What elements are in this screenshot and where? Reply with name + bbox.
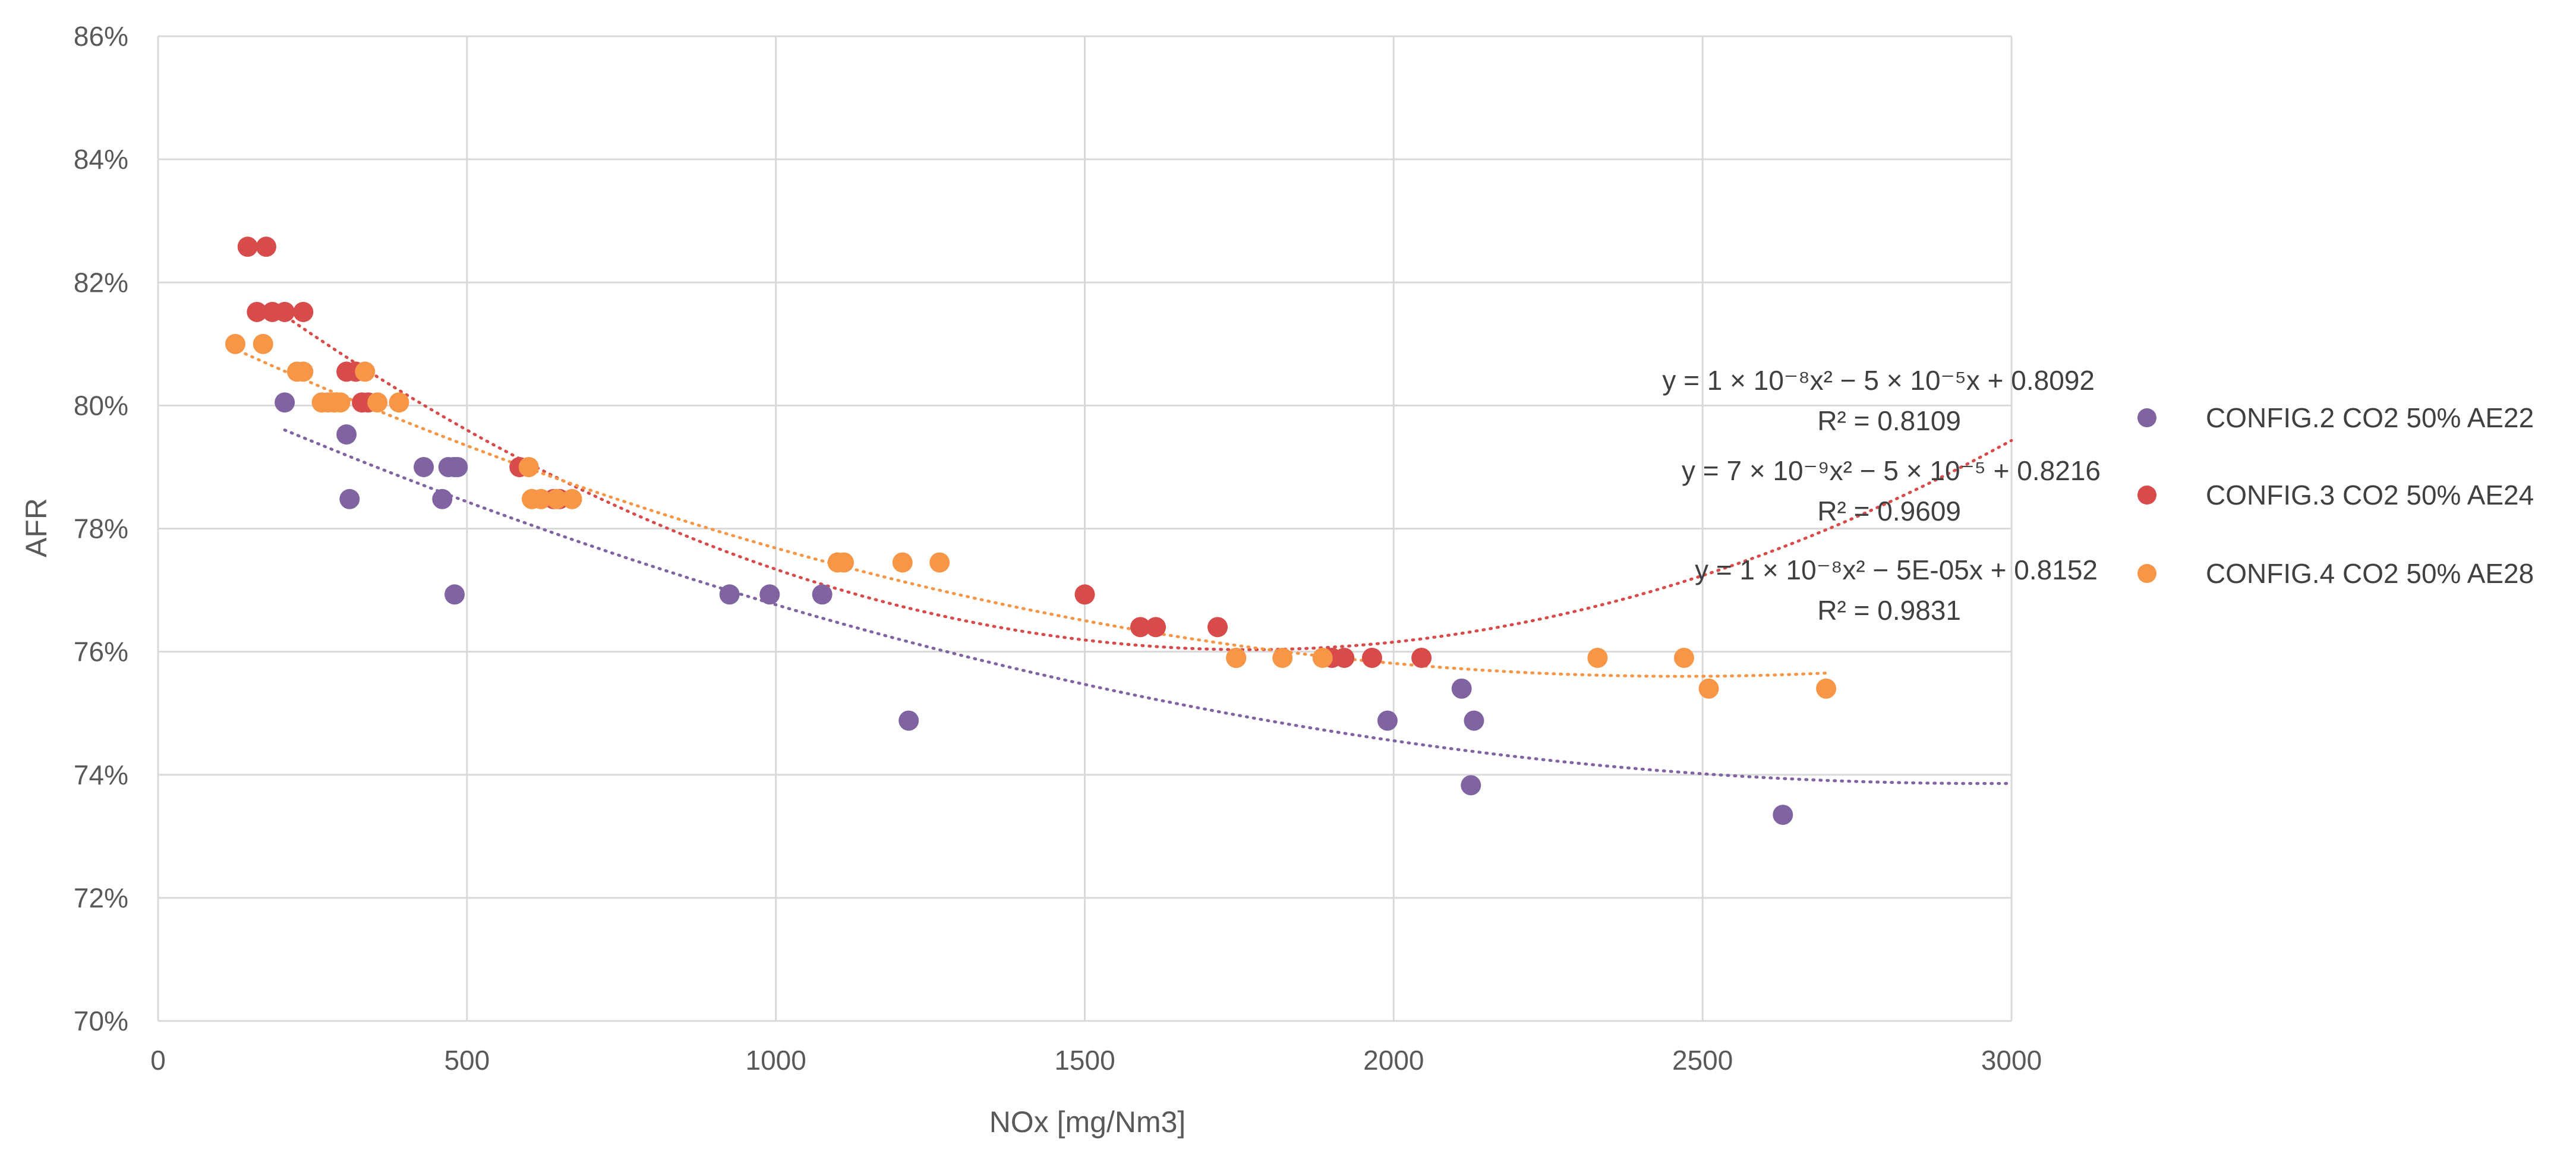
data-point-config4[interactable] (367, 392, 388, 413)
data-point-config4[interactable] (929, 552, 950, 573)
y-tick-label: 78% (74, 513, 128, 544)
data-point-config2[interactable] (447, 456, 468, 477)
data-point-config4[interactable] (546, 488, 567, 509)
data-point-config4[interactable] (1272, 647, 1293, 668)
y-tick-label: 72% (74, 883, 128, 913)
r2-config2: R² = 0.8109 (1817, 405, 1961, 436)
legend-marker-config2 (2137, 408, 2156, 427)
data-point-config4[interactable] (1673, 647, 1694, 668)
trendline-config2 (283, 428, 2013, 785)
legend-label-config4: CONFIG.4 CO2 50% AE28 (2206, 558, 2534, 589)
r2-config3: R² = 0.9609 (1817, 496, 1961, 527)
y-tick-label: 70% (74, 1006, 128, 1036)
data-points (225, 237, 1837, 825)
y-tick-label: 82% (74, 267, 128, 298)
y-tick-label: 84% (74, 144, 128, 175)
legend-item-config3[interactable]: CONFIG.3 CO2 50% AE24 (2137, 480, 2534, 510)
y-tick-label: 76% (74, 636, 128, 667)
data-point-config4[interactable] (225, 333, 245, 354)
data-point-config3[interactable] (1334, 647, 1355, 668)
legend-marker-config4 (2137, 564, 2156, 583)
legend-label-config2: CONFIG.2 CO2 50% AE22 (2206, 402, 2534, 433)
data-point-config4[interactable] (330, 392, 351, 413)
data-point-config4[interactable] (1312, 647, 1333, 668)
data-point-config3[interactable] (293, 301, 314, 322)
data-point-config4[interactable] (1226, 647, 1247, 668)
data-point-config4[interactable] (355, 361, 376, 382)
x-tick-label: 1500 (1054, 1045, 1115, 1076)
y-axis-tick-labels: 70% 72% 74% 76% 78% 80% 82% 84% 86% (74, 21, 128, 1036)
y-axis-title: AFR (20, 498, 53, 557)
data-point-config2[interactable] (1464, 710, 1484, 731)
data-point-config3[interactable] (275, 301, 295, 322)
x-tick-label: 3000 (1981, 1045, 2042, 1076)
data-point-config4[interactable] (518, 456, 539, 477)
x-tick-label: 0 (150, 1045, 166, 1076)
gridlines (157, 35, 2013, 1022)
data-point-config4[interactable] (253, 333, 273, 354)
data-point-config3[interactable] (1361, 647, 1382, 668)
y-tick-label: 74% (74, 759, 128, 790)
data-point-config2[interactable] (339, 488, 360, 509)
equation-config3: y = 7 × 10⁻⁹x² − 5 × 10⁻⁵ + 0.8216 (1682, 455, 2101, 486)
data-point-config3[interactable] (1130, 617, 1151, 638)
data-point-config2[interactable] (719, 584, 740, 605)
x-tick-label: 500 (444, 1045, 490, 1076)
data-point-config4[interactable] (1816, 678, 1837, 699)
data-point-config2[interactable] (812, 584, 833, 605)
x-axis-tick-labels: 0 500 1000 1500 2000 2500 3000 (150, 1045, 2042, 1076)
data-point-config4[interactable] (892, 552, 913, 573)
data-point-config4[interactable] (562, 488, 582, 509)
data-point-config2[interactable] (1461, 775, 1481, 796)
equation-config2: y = 1 × 10⁻⁸x² − 5 × 10⁻⁵x + 0.8092 (1662, 365, 2095, 396)
data-point-config2[interactable] (444, 584, 465, 605)
data-point-config2[interactable] (898, 710, 919, 731)
equation-config4: y = 1 × 10⁻⁸x² − 5E-05x + 0.8152 (1695, 554, 2098, 585)
data-point-config4[interactable] (1698, 678, 1719, 699)
x-tick-label: 2500 (1672, 1045, 1733, 1076)
legend-marker-config3 (2137, 486, 2156, 505)
y-tick-label: 86% (74, 21, 128, 52)
data-point-config3[interactable] (1074, 584, 1095, 605)
data-point-config2[interactable] (1773, 805, 1793, 825)
data-point-config3[interactable] (1411, 647, 1432, 668)
y-tick-label: 80% (74, 390, 128, 421)
data-point-config3[interactable] (247, 301, 267, 322)
data-point-config2[interactable] (336, 424, 357, 445)
x-tick-label: 1000 (745, 1045, 806, 1076)
legend-label-config3: CONFIG.3 CO2 50% AE24 (2206, 480, 2534, 510)
legend: CONFIG.2 CO2 50% AE22 CONFIG.3 CO2 50% A… (2137, 402, 2534, 589)
data-point-config4[interactable] (389, 392, 409, 413)
data-point-config3[interactable] (1207, 617, 1228, 638)
data-point-config2[interactable] (414, 456, 434, 477)
data-point-config4[interactable] (834, 552, 855, 573)
data-point-config2[interactable] (432, 488, 453, 509)
data-point-config4[interactable] (531, 488, 551, 509)
legend-item-config2[interactable]: CONFIG.2 CO2 50% AE22 (2137, 402, 2534, 433)
data-point-config3[interactable] (1146, 617, 1166, 638)
data-point-config2[interactable] (759, 584, 780, 605)
trendlines (231, 303, 2013, 785)
data-point-config2[interactable] (1377, 710, 1398, 731)
r2-config4: R² = 0.9831 (1817, 595, 1961, 626)
x-tick-label: 2000 (1363, 1045, 1424, 1076)
data-point-config4[interactable] (293, 361, 314, 382)
data-point-config3[interactable] (256, 237, 276, 257)
trendline-config4 (231, 346, 1828, 678)
data-point-config4[interactable] (1587, 647, 1608, 668)
legend-item-config4[interactable]: CONFIG.4 CO2 50% AE28 (2137, 558, 2534, 589)
data-point-config2[interactable] (1451, 678, 1472, 699)
x-axis-title: NOx [mg/Nm3] (989, 1105, 1186, 1139)
data-point-config3[interactable] (237, 237, 258, 257)
data-point-config2[interactable] (275, 392, 295, 413)
